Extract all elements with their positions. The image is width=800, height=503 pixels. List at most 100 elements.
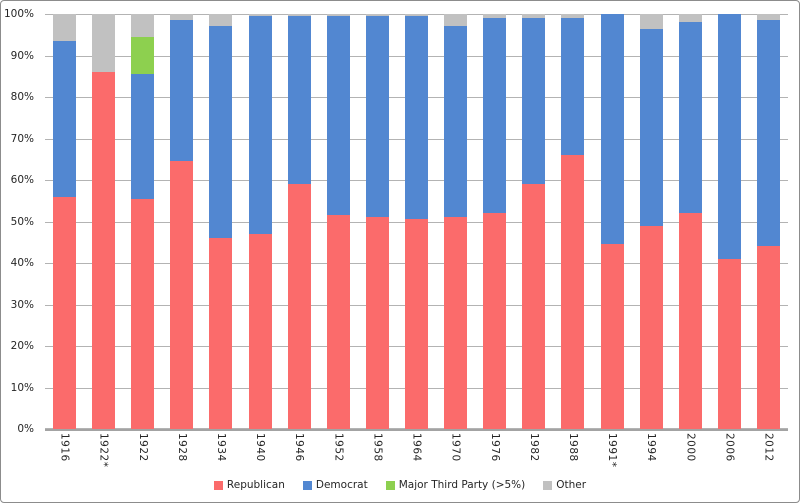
x-slot-1976: 1976 — [475, 433, 514, 475]
bar-segment-republican — [600, 244, 624, 429]
bar-segment-democrat — [717, 14, 741, 259]
x-slot-1922: 1922* — [84, 433, 123, 475]
y-tick-label-20: 20% — [10, 340, 34, 352]
y-tick-label-50: 50% — [10, 215, 34, 228]
bar-segment-democrat — [326, 16, 350, 216]
bar-segment-other — [522, 14, 546, 19]
bar-slot-1940 — [241, 14, 280, 429]
bar-segment-other — [405, 14, 429, 17]
legend-label-major-third-party-5: Major Third Party (>5%) — [398, 479, 526, 491]
x-slot-1946: 1946 — [280, 433, 319, 475]
x-slot-1940: 1940 — [241, 433, 280, 475]
bar-segment-republican — [561, 155, 585, 429]
bar-1982 — [522, 14, 546, 429]
x-tick-label-1916: 1916 — [58, 433, 71, 462]
y-tick-label-40: 40% — [10, 257, 34, 269]
bar-segment-other — [444, 14, 468, 27]
y-tick-label-10: 10% — [10, 381, 34, 394]
bar-segment-republican — [717, 258, 741, 429]
bar-segment-republican — [326, 215, 350, 429]
bar-1916 — [53, 14, 77, 429]
bar-segment-major-third-party-5 — [131, 36, 155, 75]
bar-slot-1991 — [593, 14, 632, 429]
bar-slot-1922 — [123, 14, 162, 429]
bar-segment-democrat — [53, 40, 77, 197]
bar-1964 — [405, 14, 429, 429]
x-tick-label-1928: 1928 — [175, 433, 188, 462]
x-tick-label-1940: 1940 — [254, 433, 267, 462]
legend-swatch-other — [543, 480, 553, 490]
bar-slot-1976 — [475, 14, 514, 429]
bar-segment-republican — [483, 213, 507, 429]
y-tick-label-0: 0% — [17, 423, 34, 435]
bar-segment-republican — [287, 184, 311, 429]
bar-1928 — [170, 14, 194, 429]
bar-slot-1916 — [45, 14, 84, 429]
bar-slot-1934 — [201, 14, 240, 429]
bar-segment-republican — [248, 233, 272, 429]
bar-segment-democrat — [444, 26, 468, 218]
bar-2012 — [757, 14, 781, 429]
bar-slot-1952 — [319, 14, 358, 429]
bar-segment-democrat — [600, 14, 624, 245]
bar-segment-other — [131, 14, 155, 37]
plot-area — [45, 14, 788, 431]
x-slot-1991: 1991* — [593, 433, 632, 475]
bar-1946 — [287, 14, 311, 429]
legend-item-other: Other — [543, 479, 586, 491]
bar-segment-republican — [365, 217, 389, 429]
bars-layer — [45, 14, 788, 429]
x-tick-label-1991: 1991* — [606, 433, 619, 468]
bar-segment-democrat — [170, 20, 194, 162]
bar-1952 — [326, 14, 350, 429]
bar-segment-other — [287, 14, 311, 17]
legend: Republican Democrat Major Third Party (>5%… — [1, 477, 799, 493]
bar-1922 — [131, 14, 155, 429]
y-axis: 0% 10% 20% 30% 40% 50% 60% 70% 80% 90% 100% — [1, 8, 39, 435]
legend-label-republican: Republican — [226, 479, 285, 491]
bar-segment-republican — [639, 225, 663, 429]
bar-segment-other — [170, 14, 194, 21]
bar-1970 — [444, 14, 468, 429]
bar-segment-republican — [678, 213, 702, 429]
bar-slot-1922 — [84, 14, 123, 429]
bar-segment-democrat — [248, 16, 272, 234]
bar-segment-democrat — [209, 26, 233, 239]
legend-label-democrat: Democrat — [315, 479, 368, 491]
x-slot-1988: 1988 — [553, 433, 592, 475]
legend-item-republican: Republican — [213, 479, 285, 491]
x-slot-1982: 1982 — [514, 433, 553, 475]
bar-segment-other — [639, 14, 663, 29]
bar-slot-1982 — [514, 14, 553, 429]
bar-1922 — [92, 14, 116, 429]
x-slot-2006: 2006 — [710, 433, 749, 475]
bar-segment-democrat — [639, 28, 663, 226]
bar-segment-other — [209, 14, 233, 27]
bar-segment-republican — [170, 161, 194, 429]
y-tick-label-60: 60% — [10, 174, 34, 186]
x-tick-label-1952: 1952 — [332, 433, 345, 462]
y-tick-label-90: 90% — [10, 49, 34, 62]
bar-segment-other — [483, 14, 507, 19]
bar-segment-democrat — [757, 20, 781, 247]
x-slot-1922: 1922 — [123, 433, 162, 475]
x-slot-2012: 2012 — [749, 433, 788, 475]
bar-slot-1928 — [162, 14, 201, 429]
bar-1991 — [600, 14, 624, 429]
bar-1988 — [561, 14, 585, 429]
y-tick-label-70: 70% — [10, 132, 34, 145]
legend-swatch-major-third-party-5 — [385, 480, 395, 490]
bar-1976 — [483, 14, 507, 429]
bar-segment-democrat — [287, 16, 311, 185]
bar-segment-republican — [131, 198, 155, 429]
bar-segment-democrat — [561, 18, 585, 156]
bar-segment-democrat — [365, 16, 389, 218]
x-tick-label-1988: 1988 — [566, 433, 579, 462]
x-tick-label-1970: 1970 — [449, 433, 462, 462]
bar-segment-democrat — [483, 18, 507, 214]
bar-1934 — [209, 14, 233, 429]
bar-2006 — [717, 14, 741, 429]
bar-segment-democrat — [678, 22, 702, 214]
x-slot-1970: 1970 — [436, 433, 475, 475]
